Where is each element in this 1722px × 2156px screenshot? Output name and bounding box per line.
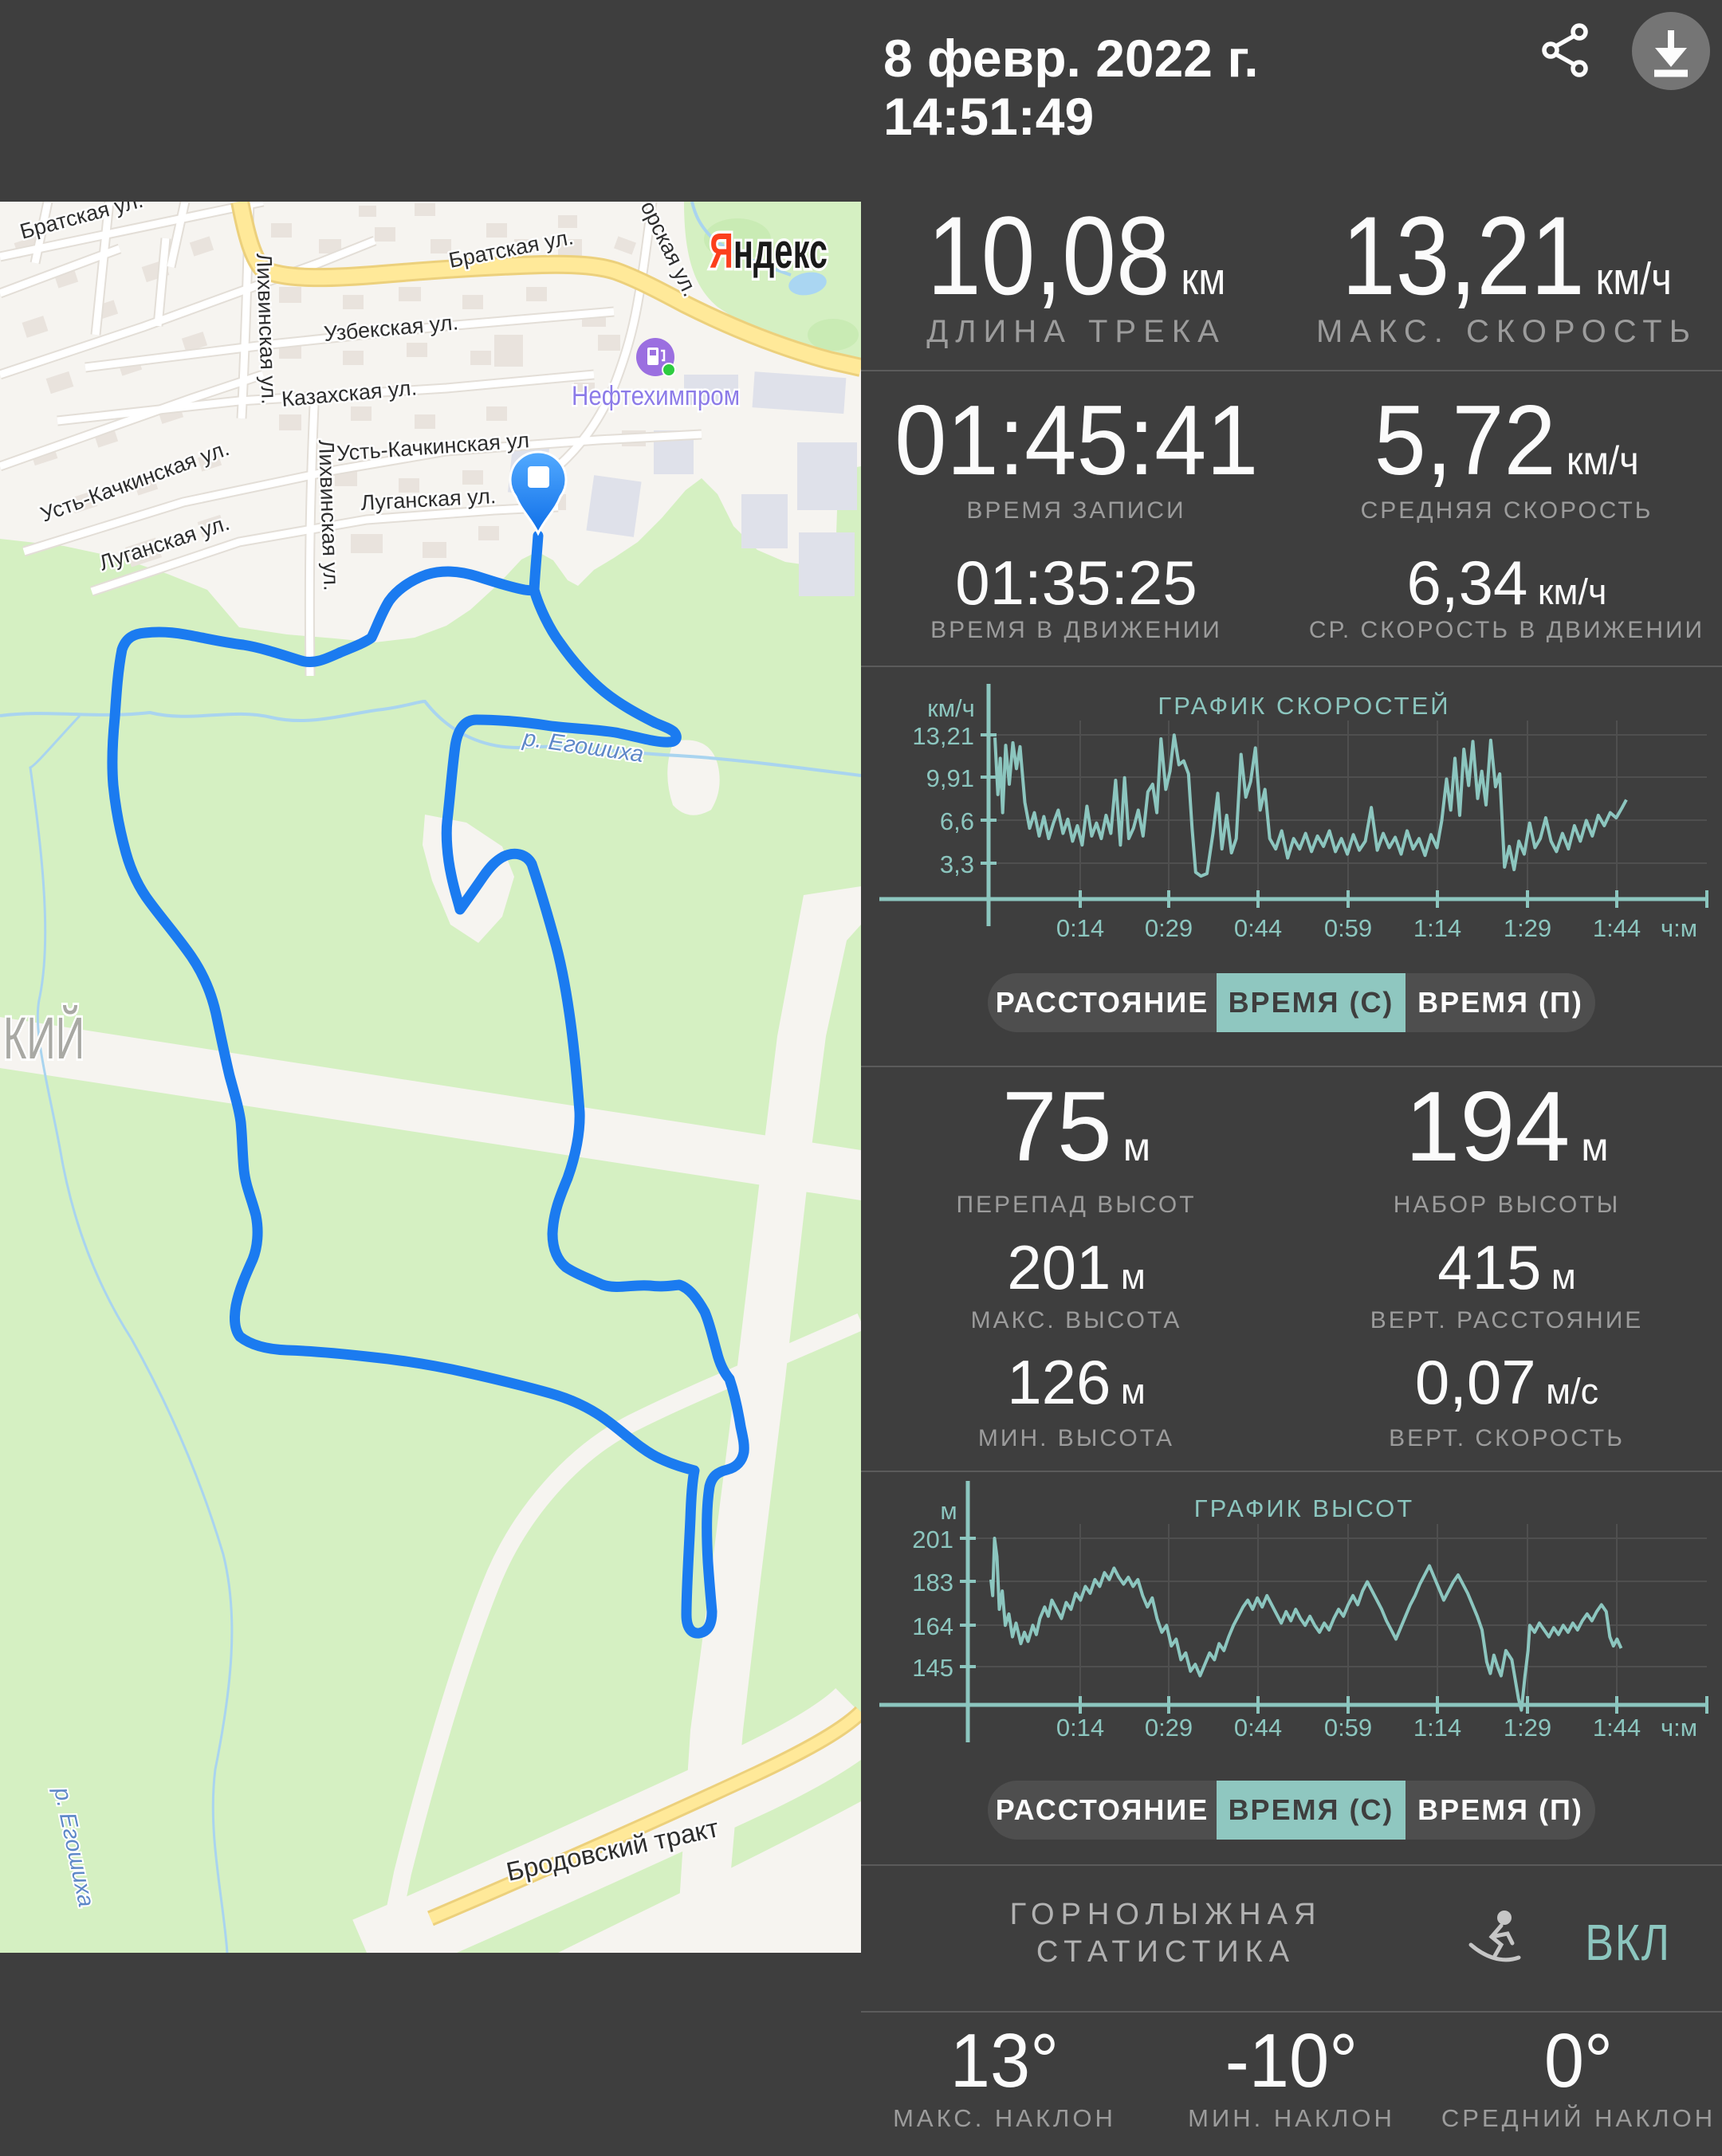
- svg-text:1:14: 1:14: [1413, 1714, 1461, 1742]
- svg-text:6,6: 6,6: [940, 807, 974, 835]
- svg-text:ГРАФИК СКОРОСТЕЙ: ГРАФИК СКОРОСТЕЙ: [1158, 691, 1450, 720]
- svg-text:1:29: 1:29: [1504, 914, 1551, 942]
- svg-text:км/ч: км/ч: [927, 694, 975, 722]
- svg-text:0:29: 0:29: [1145, 1714, 1193, 1742]
- svg-text:1:29: 1:29: [1504, 1714, 1551, 1742]
- svg-text:0:14: 0:14: [1056, 914, 1104, 942]
- svg-text:Нефтехимпром: Нефтехимпром: [572, 381, 740, 411]
- svg-text:Яндекс: Яндекс: [710, 224, 828, 279]
- svg-text:0:59: 0:59: [1324, 1714, 1372, 1742]
- svg-text:9,91: 9,91: [926, 764, 974, 792]
- svg-text:0:59: 0:59: [1324, 914, 1372, 942]
- svg-text:13,21: 13,21: [912, 722, 974, 750]
- svg-text:м: м: [940, 1497, 957, 1525]
- svg-text:1:44: 1:44: [1593, 1714, 1641, 1742]
- svg-text:0:29: 0:29: [1145, 914, 1193, 942]
- svg-text:0:44: 0:44: [1234, 914, 1282, 942]
- svg-text:3,3: 3,3: [940, 850, 974, 878]
- svg-text:1:14: 1:14: [1413, 914, 1461, 942]
- svg-text:183: 183: [912, 1569, 953, 1596]
- svg-text:201: 201: [912, 1526, 953, 1553]
- svg-text:145: 145: [912, 1654, 953, 1682]
- svg-text:ГРАФИК ВЫСОТ: ГРАФИК ВЫСОТ: [1194, 1494, 1414, 1522]
- svg-text:1:44: 1:44: [1593, 914, 1641, 942]
- svg-text:ч:м: ч:м: [1661, 914, 1697, 942]
- svg-text:ч:м: ч:м: [1661, 1714, 1697, 1742]
- svg-text:164: 164: [912, 1612, 953, 1640]
- svg-text:0:44: 0:44: [1234, 1714, 1282, 1742]
- svg-text:0:14: 0:14: [1056, 1714, 1104, 1742]
- svg-text:КИЙ: КИЙ: [3, 1005, 85, 1071]
